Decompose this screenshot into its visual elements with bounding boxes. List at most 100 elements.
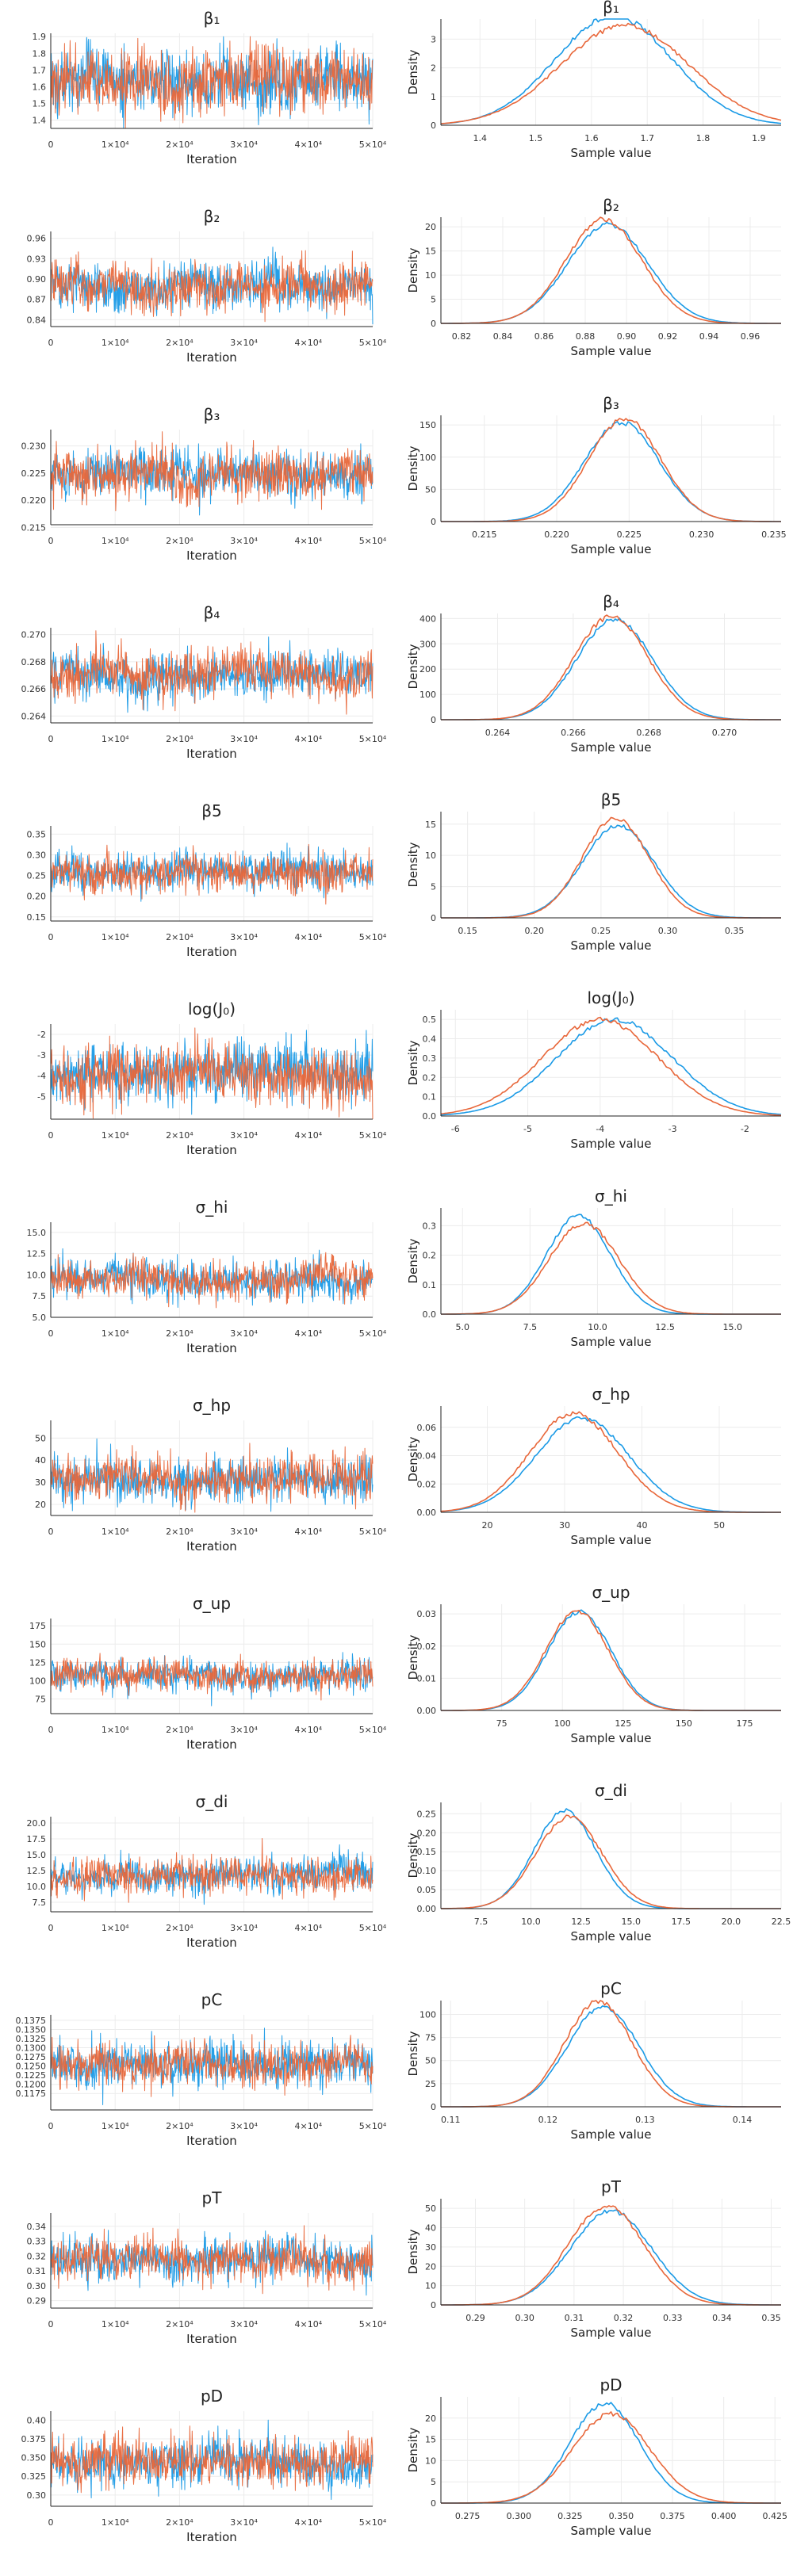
density-title: log(J₀) [587,988,634,1007]
trace-ytick-label: 0.230 [21,441,47,452]
density-ylabel: Density [406,445,420,491]
trace-xtick-label: 4×10⁴ [294,140,322,150]
trace-plot: pC0.13750.13500.13250.13000.12750.12500.… [16,1990,387,2148]
trace-ytick-label: 0.20 [27,892,47,902]
trace-title: pC [201,1990,223,2009]
density-series-2 [441,816,781,919]
trace-title: log(J₀) [188,999,236,1019]
trace-xtick-label: 4×10⁴ [294,1130,322,1141]
density-title: σ_hp [592,1385,630,1404]
trace-xtick-label: 2×10⁴ [166,536,193,546]
density-ytick-label: 0.3 [423,1053,437,1064]
parameter-row: β₂ 0.96 0.93 0.90 0.87 0.84 0 1×10⁴ 2×10⁴ 3×10⁴ 4×… [27,196,781,365]
trace-ytick-label: 0.266 [21,684,47,694]
trace-xtick-label: 0 [48,932,54,942]
density-ytick-label: 50 [425,484,436,495]
density-title: β₁ [603,0,619,17]
trace-xlabel: Iteration [186,350,237,365]
trace-xtick-label: 3×10⁴ [230,1923,258,1933]
trace-series-2 [50,2225,374,2295]
trace-series-2 [50,1252,374,1309]
trace-xlabel: Iteration [186,2530,237,2544]
trace-ytick-label: 0.1325 [16,2034,47,2044]
density-xtick-label: 0.30 [658,926,678,936]
trace-title: pD [201,2387,223,2406]
density-ytick-label: 0.2 [423,1251,437,1261]
density-ytick-label: 20 [425,2414,436,2424]
trace-xtick-label: 4×10⁴ [294,1527,322,1537]
trace-ytick-label: -2 [37,1030,46,1040]
trace-series-2 [50,250,374,323]
density-series-2 [440,22,782,124]
trace-xtick-label: 5×10⁴ [359,734,387,744]
trace-xtick-label: 0 [48,140,54,150]
trace-ytick-label: 125 [29,1657,46,1668]
density-xtick-label: 75 [496,1718,508,1729]
trace-plot: σ_hp 50 40 30 20 0 1×10⁴ 2×10⁴ 3×10⁴ 4×10⁴ 5×10⁴ It… [35,1396,387,1554]
trace-series-1 [50,1438,374,1512]
density-xtick-label: 0.275 [455,2511,481,2521]
density-series-2 [441,2000,781,2108]
density-ytick-label: 0.1 [423,1280,437,1290]
density-xtick-label: 0.35 [761,2313,781,2323]
density-series-1 [441,2005,781,2108]
trace-series-1 [50,1248,374,1308]
trace-xtick-label: 3×10⁴ [230,2121,258,2131]
density-xlabel: Sample value [571,1929,652,1943]
trace-ytick-label: 1.7 [33,65,47,75]
trace-xtick-label: 5×10⁴ [359,338,387,348]
trace-series-2 [50,630,374,715]
trace-ytick-label: 0.40 [27,2415,47,2425]
trace-ytick-label: 15.0 [27,1228,47,1238]
trace-ytick-label: 0.29 [27,2296,47,2307]
density-plot: β5 0.15 0.20 0.25 0.30 0.35 0 5 10 15 Sample value… [406,790,781,953]
trace-ytick-label: -4 [37,1071,46,1081]
density-ylabel: Density [406,247,420,292]
trace-xtick-label: 5×10⁴ [359,1725,387,1735]
density-ylabel: Density [406,1833,420,1878]
trace-series-2 [50,1027,374,1120]
density-ytick-label: 0 [431,913,436,923]
density-xtick-label: 7.5 [474,1917,488,1927]
density-xtick-label: -2 [741,1124,749,1134]
density-ytick-label: 0 [431,517,436,527]
density-xtick-label: 0.88 [576,331,596,342]
density-xtick-label: 0.84 [493,331,513,342]
density-series-2 [441,1610,781,1711]
trace-xtick-label: 5×10⁴ [359,932,387,942]
density-ylabel: Density [406,1436,420,1481]
trace-xtick-label: 3×10⁴ [230,734,258,744]
trace-xtick-label: 2×10⁴ [166,734,193,744]
density-xtick-label: 0.400 [711,2511,737,2521]
trace-ytick-label: 40 [35,1455,46,1466]
density-xtick-label: 0.425 [762,2511,787,2521]
density-xtick-label: 0.32 [614,2313,634,2323]
trace-xtick-label: 1×10⁴ [102,734,129,744]
density-plot: pT 0.29 0.30 0.31 0.32 0.33 0.34 0.35 0 10 20 30 40 5… [406,2177,781,2340]
density-ytick-label: 10 [425,270,436,281]
trace-ytick-label: 0.90 [27,274,47,285]
density-xtick-label: 30 [559,1520,570,1531]
density-ylabel: Density [406,1238,420,1283]
trace-ytick-label: 0.1350 [16,2024,47,2035]
trace-xtick-label: 2×10⁴ [166,1130,193,1141]
trace-xtick-label: 1×10⁴ [102,1527,129,1537]
density-plot: β₁ 1.4 1.5 1.6 1.7 1.8 1.9 0 1 2 3 Sample value Dens… [406,0,782,160]
trace-ytick-label: 0.84 [27,315,47,325]
trace-ytick-label: 0.325 [21,2471,47,2482]
density-xtick-label: 0.266 [561,728,586,738]
trace-xtick-label: 0 [48,1725,54,1735]
density-ytick-label: 20 [425,2261,436,2272]
density-series-2 [440,1411,781,1513]
density-xtick-label: 175 [737,1718,753,1729]
trace-ytick-label: 0.33 [27,2237,47,2247]
density-ytick-label: 25 [425,2079,436,2089]
trace-xtick-label: 5×10⁴ [359,1923,387,1933]
trace-xtick-label: 5×10⁴ [359,2319,387,2329]
density-plot: σ_hi 5.0 7.5 10.0 12.5 15.0 0.0 0.1 0.2 0.3 Sample… [406,1187,781,1349]
trace-xtick-label: 4×10⁴ [294,1725,322,1735]
density-ytick-label: 0.00 [417,1508,437,1518]
trace-xlabel: Iteration [186,1936,237,1950]
trace-series-2 [50,1838,374,1903]
